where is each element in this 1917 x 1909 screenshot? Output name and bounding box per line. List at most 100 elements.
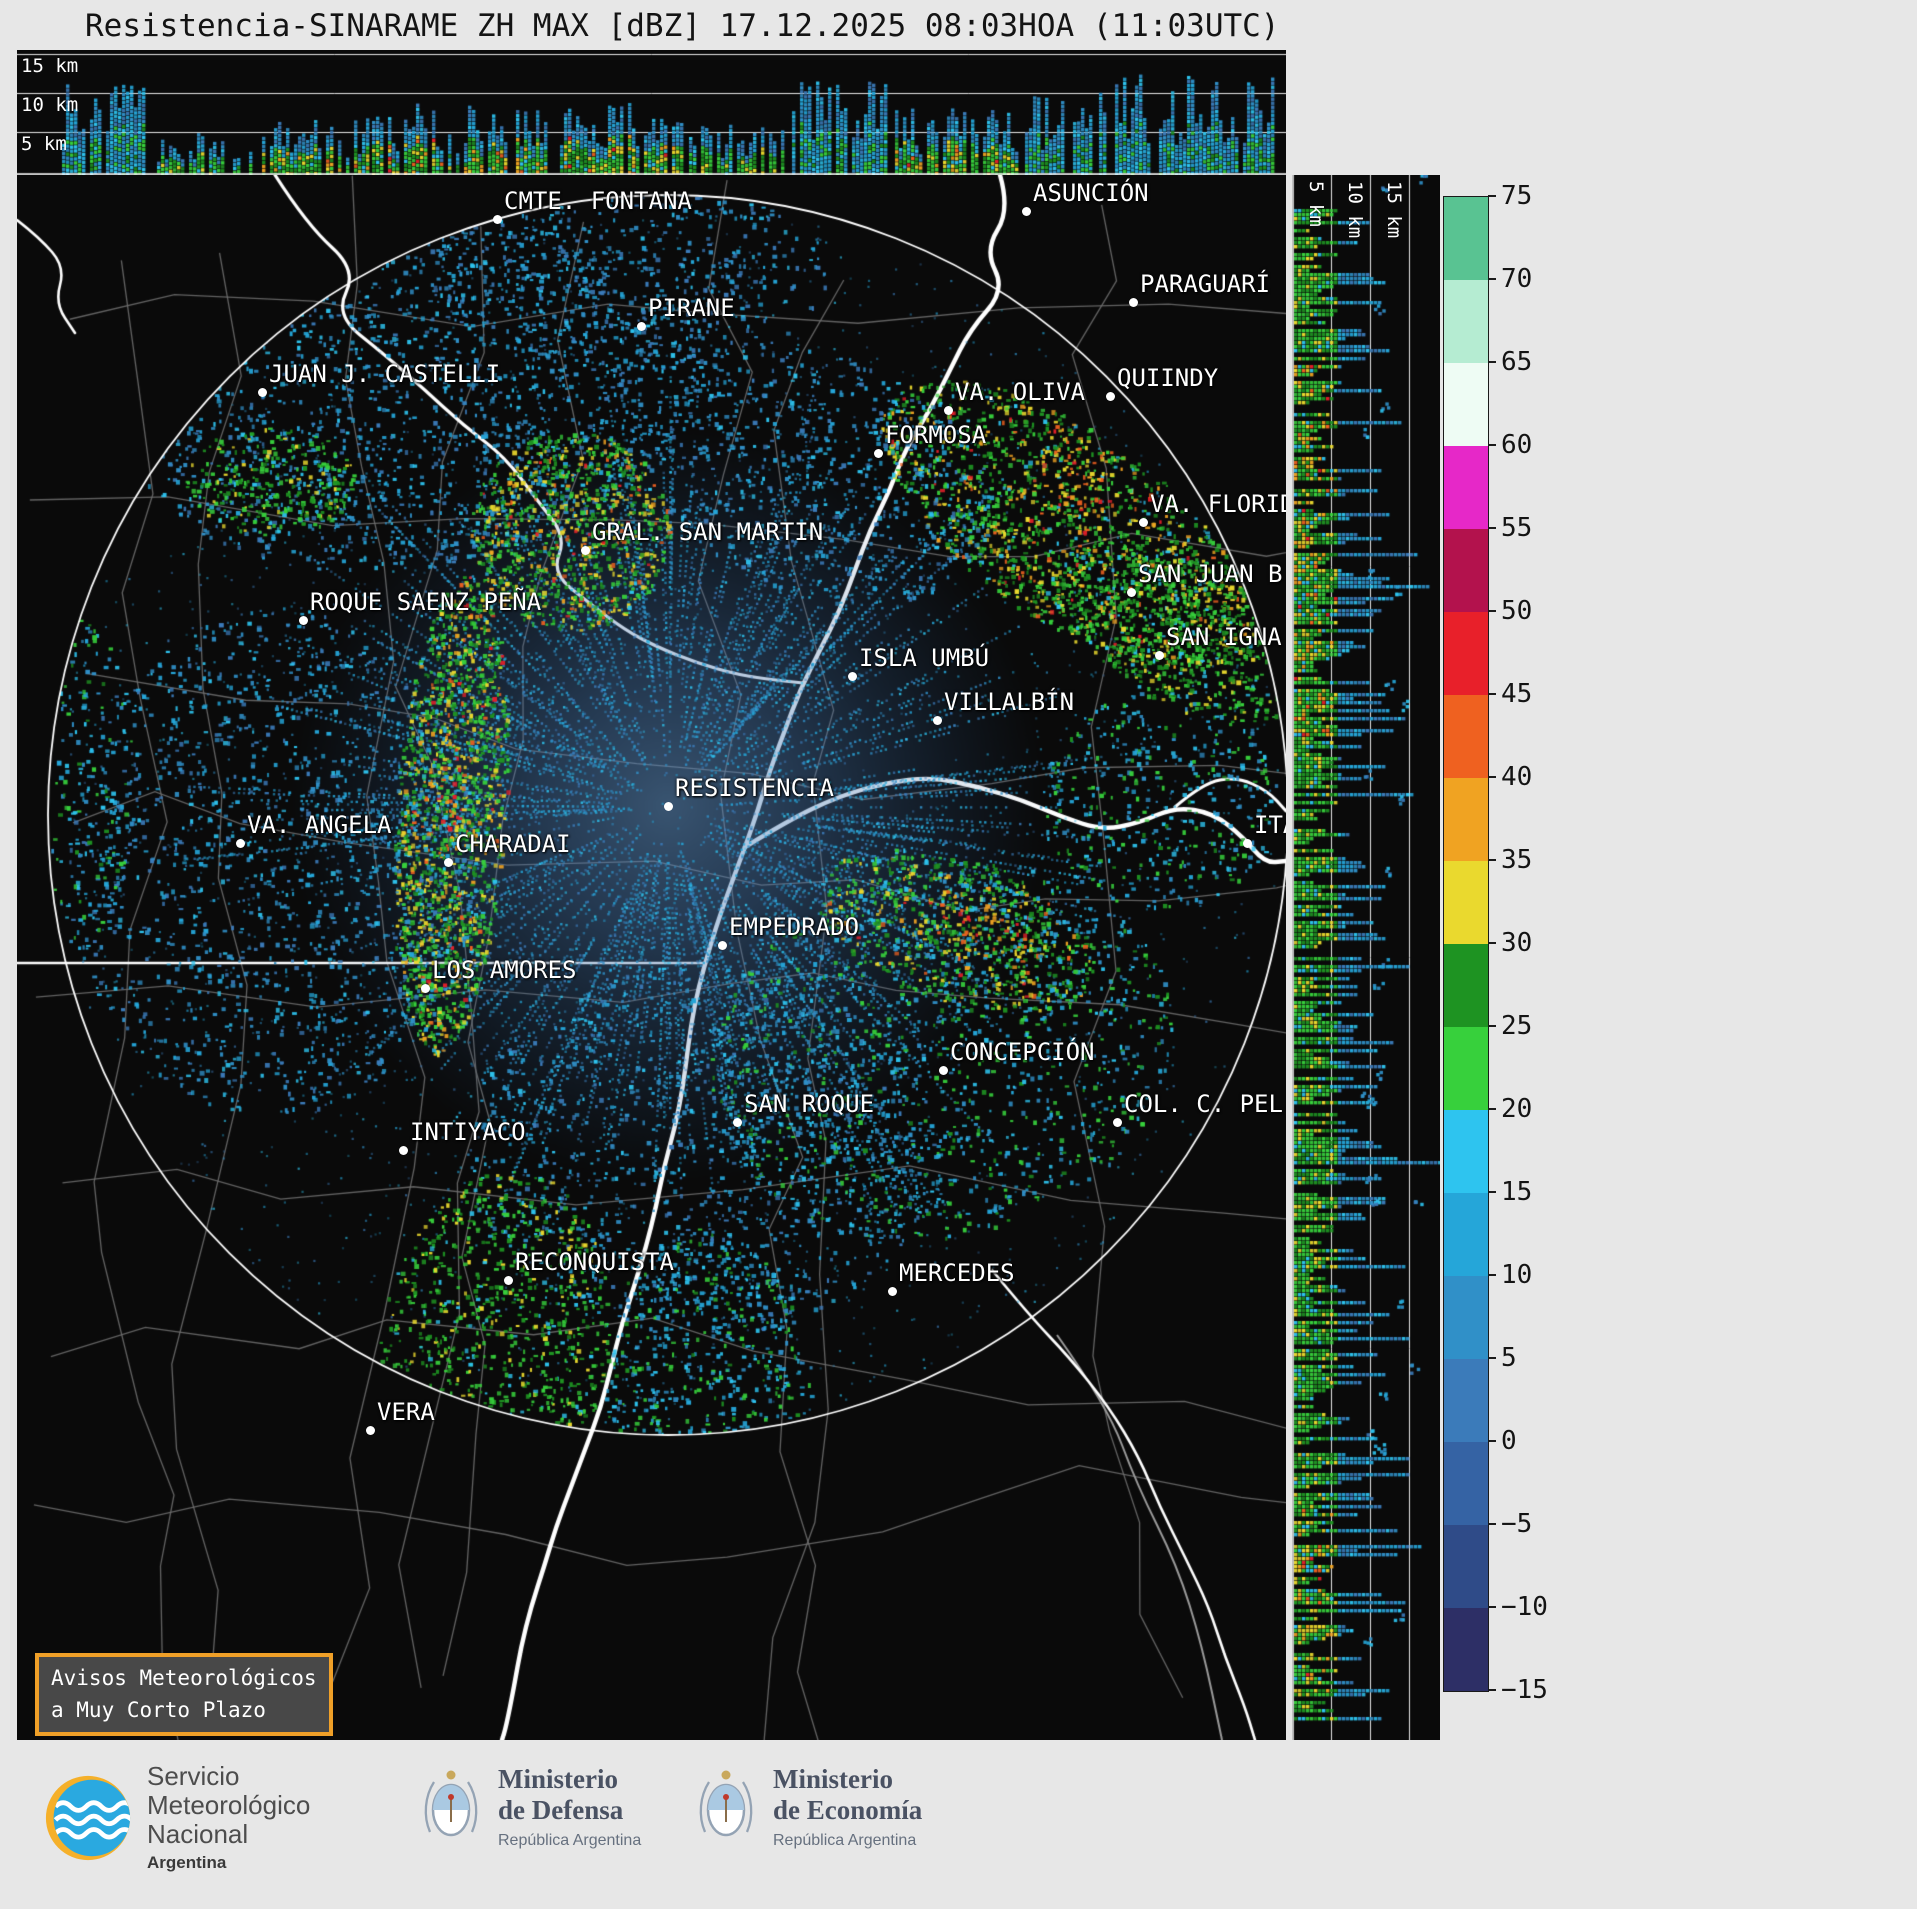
colorbar-swatch — [1444, 197, 1488, 280]
colorbar-tick-mark — [1488, 859, 1496, 861]
colorbar-tick-mark — [1488, 1191, 1496, 1193]
colorbar-tick-label: 65 — [1501, 347, 1533, 377]
city-label: ISLA UMBÚ — [859, 644, 990, 672]
city-label: JUAN J. CASTELLI — [269, 360, 501, 388]
defensa-wordmark: Ministerio de Defensa República Argentin… — [498, 1764, 641, 1850]
city-dot — [1243, 839, 1252, 848]
city-dot — [421, 984, 430, 993]
city-label: PARAGUARÍ — [1140, 270, 1271, 298]
colorbar-swatch — [1444, 1359, 1488, 1442]
city-dot — [1155, 651, 1164, 660]
economia-line2: de Economía — [773, 1795, 923, 1825]
ministry-economia-block: Ministerio de Economía República Argenti… — [695, 1764, 922, 1850]
colorbar-tick-mark — [1488, 776, 1496, 778]
colorbar-tick-mark — [1488, 1357, 1496, 1359]
colorbar-tick-mark — [1488, 610, 1496, 612]
colorbar-tick-label: 60 — [1501, 430, 1533, 460]
right-cross-section-canvas — [1292, 175, 1440, 1740]
defensa-line1: Ministerio — [498, 1764, 618, 1794]
colorbar-tick-mark — [1488, 278, 1496, 280]
city-dot — [1129, 298, 1138, 307]
colorbar-swatch — [1444, 1276, 1488, 1359]
colorbar-swatch — [1444, 944, 1488, 1027]
colorbar-tick-label: 20 — [1501, 1094, 1533, 1124]
colorbar-tick-label: −10 — [1501, 1592, 1548, 1622]
colorbar-tick-label: 15 — [1501, 1177, 1533, 1207]
colorbar-swatch — [1444, 1442, 1488, 1525]
city-label: VA. ANGELA — [247, 811, 392, 839]
colorbar-tick-label: 70 — [1501, 264, 1533, 294]
colorbar-swatch — [1444, 1027, 1488, 1110]
colorbar-tick-label: −5 — [1501, 1509, 1533, 1539]
city-label: MERCEDES — [899, 1259, 1015, 1287]
city-dot — [718, 941, 727, 950]
radar-map-panel: CMTE. FONTANA ASUNCIÓN PARAGUARÍ PIRANE JUAN… — [17, 175, 1286, 1740]
colorbar-tick-mark — [1488, 1440, 1496, 1442]
height-label-10km-vertical: 10 km — [1344, 181, 1366, 239]
smn-line1: Servicio — [147, 1761, 240, 1791]
city-label: ASUNCIÓN — [1033, 179, 1149, 207]
colorbar-swatch — [1444, 1525, 1488, 1608]
colorbar-tick-mark — [1488, 527, 1496, 529]
city-label: CMTE. FONTANA — [504, 187, 692, 215]
defensa-sub: República Argentina — [498, 1832, 642, 1849]
colorbar-tick-label: 75 — [1501, 181, 1533, 211]
colorbar-swatch — [1444, 861, 1488, 944]
city-dot — [504, 1276, 513, 1285]
height-label-5km: 5 km — [21, 133, 67, 155]
colorbar-tick-mark — [1488, 1606, 1496, 1608]
height-label-15km-vertical: 15 km — [1383, 181, 1405, 239]
colorbar-tick-mark — [1488, 444, 1496, 446]
city-dot — [733, 1118, 742, 1127]
city-label: ROQUE SAENZ PEÑA — [310, 588, 542, 616]
city-label: VERA — [377, 1398, 435, 1426]
smn-line2: Meteorológico — [147, 1790, 311, 1820]
warning-box: Avisos Meteorológicos a Muy Corto Plazo — [35, 1653, 333, 1736]
city-label: RESISTENCIA — [675, 774, 834, 802]
colorbar-swatch — [1444, 280, 1488, 363]
argentina-coat-of-arms-icon — [699, 1770, 753, 1837]
city-label: SAN JUAN B — [1138, 560, 1283, 588]
city-label: CHARADAI — [455, 830, 571, 858]
city-dot — [258, 388, 267, 397]
smn-line4: Argentina — [147, 1853, 227, 1872]
colorbar-swatch — [1444, 363, 1488, 446]
colorbar-tick-label: 50 — [1501, 596, 1533, 626]
smn-logo — [45, 1775, 131, 1860]
city-dot — [299, 616, 308, 625]
smn-logo-block: Servicio Meteorológico Nacional Argentin… — [44, 1762, 310, 1873]
city-dot — [1113, 1118, 1122, 1127]
city-dot — [444, 858, 453, 867]
argentina-coat-of-arms-icon — [424, 1770, 478, 1837]
city-label: LOS AMORES — [432, 956, 577, 984]
city-label: VILLALBÍN — [944, 688, 1075, 716]
colorbar-tick-mark — [1488, 1274, 1496, 1276]
city-label: GRAL. SAN MARTIN — [592, 518, 824, 546]
right-cross-section-panel: 5 km 10 km 15 km — [1292, 175, 1440, 1740]
warning-line2: a Muy Corto Plazo — [51, 1697, 266, 1722]
city-dot — [399, 1146, 408, 1155]
colorbar-tick-label: 25 — [1501, 1011, 1533, 1041]
city-label: VA. FLORIDA — [1150, 490, 1286, 518]
colorbar-tick-label: 0 — [1501, 1426, 1517, 1456]
economia-wordmark: Ministerio de Economía República Argenti… — [773, 1764, 922, 1850]
top-cross-section-canvas — [17, 50, 1286, 175]
colorbar-tick-mark — [1488, 942, 1496, 944]
city-dot — [888, 1287, 897, 1296]
colorbar-tick-mark — [1488, 361, 1496, 363]
smn-line3: Nacional — [147, 1819, 249, 1849]
height-label-10km: 10 km — [21, 94, 79, 116]
city-label: QUIINDY — [1117, 364, 1219, 392]
city-label: CONCEPCIÓN — [950, 1038, 1095, 1066]
city-dot — [1106, 392, 1115, 401]
warning-line1: Avisos Meteorológicos — [51, 1666, 317, 1690]
city-dot — [874, 449, 883, 458]
colorbar-tick-mark — [1488, 1523, 1496, 1525]
city-dot — [939, 1066, 948, 1075]
radar-map-canvas — [17, 175, 1286, 1740]
top-cross-section-panel: 15 km 10 km 5 km — [17, 50, 1286, 175]
colorbar-tick-label: 5 — [1501, 1343, 1517, 1373]
smn-wordmark: Servicio Meteorológico Nacional Argentin… — [147, 1762, 310, 1873]
colorbar-tick-label: 55 — [1501, 513, 1533, 543]
